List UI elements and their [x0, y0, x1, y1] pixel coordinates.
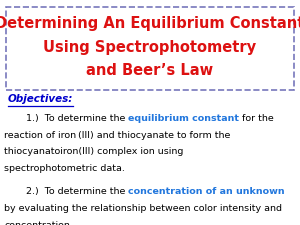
Text: by evaluating the relationship between color intensity and: by evaluating the relationship between c…: [4, 204, 283, 213]
Text: for the: for the: [239, 114, 274, 123]
FancyBboxPatch shape: [6, 7, 294, 90]
Text: thiocyanatoiron(III) complex ion using: thiocyanatoiron(III) complex ion using: [4, 147, 184, 156]
Text: Using Spectrophotometry: Using Spectrophotometry: [44, 40, 256, 55]
Text: and Beer’s Law: and Beer’s Law: [86, 63, 214, 78]
Text: reaction of iron (III) and thiocyanate to form the: reaction of iron (III) and thiocyanate t…: [4, 130, 231, 140]
Text: concentration.: concentration.: [4, 220, 74, 225]
Text: Determining An Equilibrium Constant: Determining An Equilibrium Constant: [0, 16, 300, 31]
Text: spectrophotometric data.: spectrophotometric data.: [4, 164, 125, 173]
Text: 1.)  To determine the: 1.) To determine the: [26, 114, 128, 123]
Text: equilibrium constant: equilibrium constant: [128, 114, 239, 123]
Text: Objectives:: Objectives:: [8, 94, 73, 104]
Text: concentration of an unknown: concentration of an unknown: [128, 187, 284, 196]
Text: 2.)  To determine the: 2.) To determine the: [26, 187, 128, 196]
